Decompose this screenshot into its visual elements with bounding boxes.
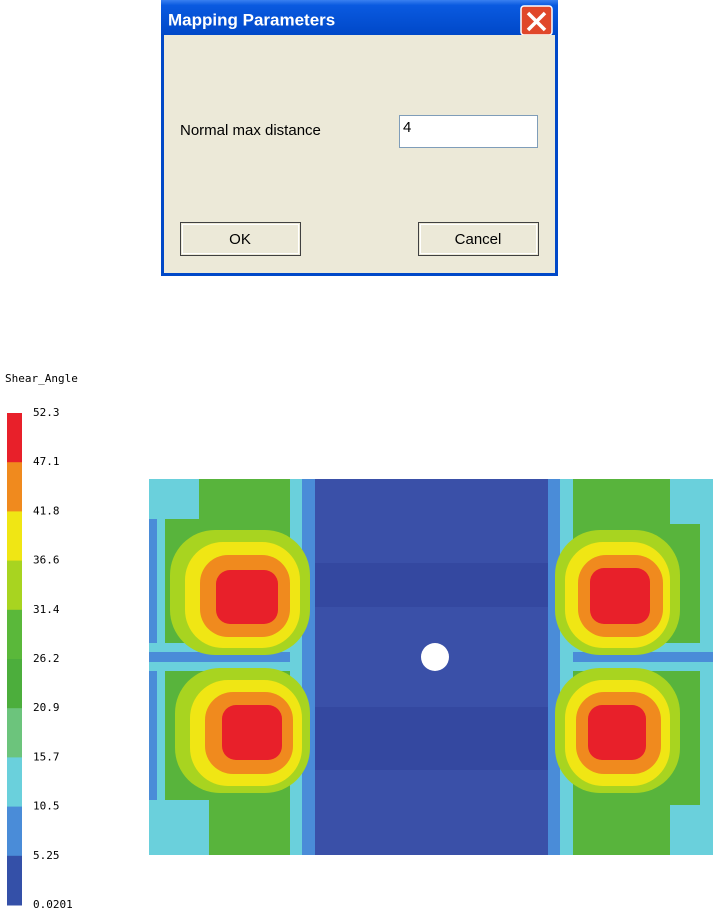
hotspot bbox=[555, 668, 680, 793]
contour-plot bbox=[149, 479, 713, 855]
hotspot bbox=[170, 530, 310, 655]
text-input[interactable]: 4 bbox=[399, 115, 538, 148]
close-button[interactable] bbox=[520, 5, 553, 36]
legend: Shear_Angle 52.3 47.1 41.8 36.6 31.4 26.2 20.9… bbox=[5, 372, 78, 911]
legend-label: 15.7 bbox=[33, 750, 60, 763]
color-band bbox=[7, 855, 22, 906]
color-band bbox=[7, 708, 22, 758]
field-label: Normal max distance bbox=[180, 122, 321, 139]
button-label[interactable]: OK bbox=[229, 231, 251, 248]
legend-label: 10.5 bbox=[33, 800, 60, 813]
dialog: Mapping Parameters Normal max distance 4… bbox=[161, 0, 558, 276]
cancel-button[interactable]: Cancel bbox=[418, 222, 539, 256]
title-bar bbox=[161, 0, 558, 35]
button-label[interactable]: Cancel bbox=[455, 231, 502, 248]
legend-label: 0.0201 bbox=[33, 898, 73, 911]
field-value[interactable]: 4 bbox=[403, 119, 411, 136]
color-band bbox=[7, 609, 22, 660]
color-band bbox=[7, 806, 22, 857]
legend-label: 41.8 bbox=[33, 504, 60, 517]
legend-label: 47.1 bbox=[33, 455, 60, 468]
legend-label: 20.9 bbox=[33, 701, 60, 714]
color-band bbox=[7, 757, 22, 808]
legend-label: 36.6 bbox=[33, 554, 60, 567]
legend-label: 26.2 bbox=[33, 652, 60, 665]
color-band bbox=[7, 462, 22, 512]
legend-title: Shear_Angle bbox=[5, 372, 78, 385]
legend-label: 31.4 bbox=[33, 603, 60, 616]
dialog-title: Mapping Parameters bbox=[168, 10, 335, 29]
color-band bbox=[7, 560, 22, 611]
ok-button[interactable]: OK bbox=[180, 222, 301, 256]
color-band bbox=[7, 659, 22, 709]
hotspot bbox=[555, 530, 680, 655]
color-band bbox=[7, 511, 22, 562]
color-band bbox=[7, 413, 22, 463]
legend-label: 52.3 bbox=[33, 406, 60, 419]
hotspot bbox=[175, 668, 310, 793]
legend-label: 5.25 bbox=[33, 849, 60, 862]
